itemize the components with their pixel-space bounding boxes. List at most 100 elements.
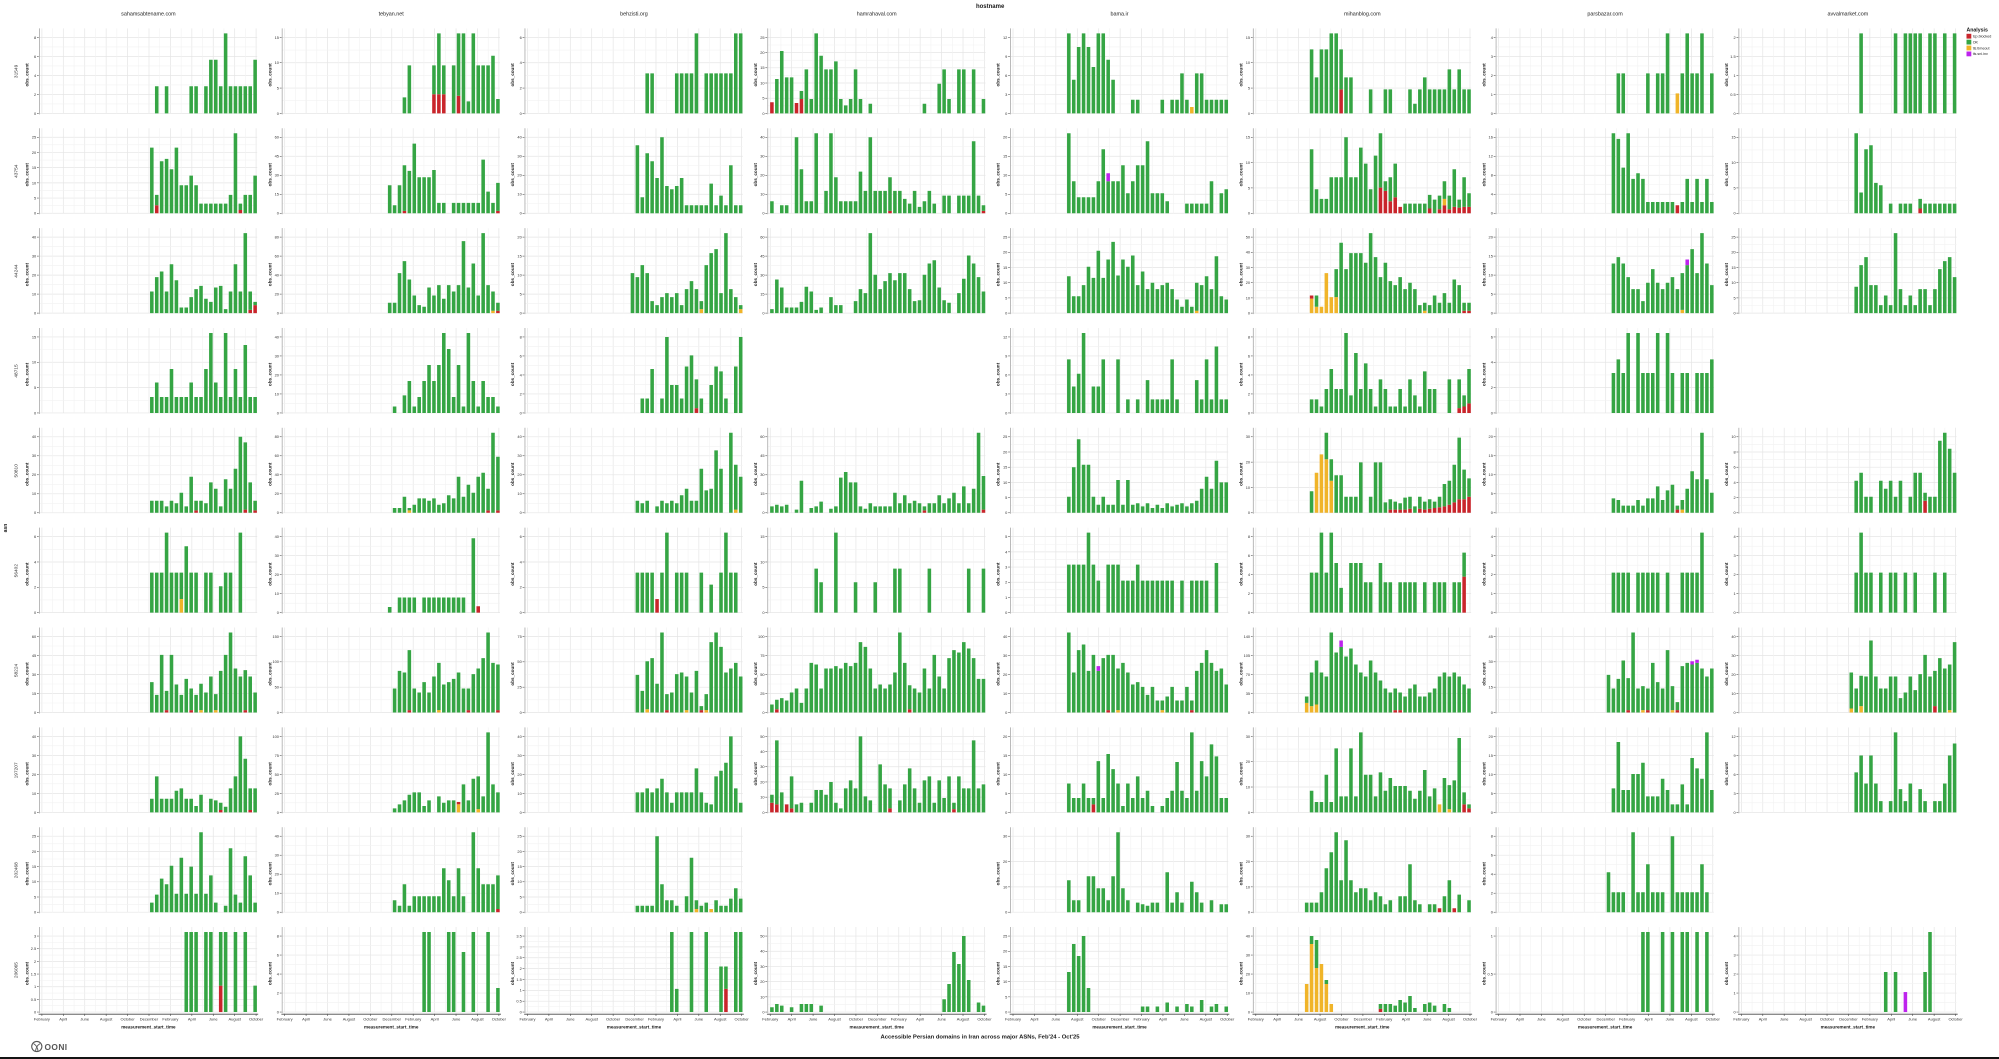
svg-text:20: 20 — [32, 150, 37, 155]
svg-text:20: 20 — [517, 849, 522, 854]
svg-text:1: 1 — [1733, 591, 1735, 596]
svg-text:June: June — [1294, 1016, 1303, 1021]
svg-text:0: 0 — [1248, 610, 1251, 615]
svg-text:0: 0 — [520, 610, 523, 615]
svg-text:6: 6 — [34, 534, 36, 539]
svg-text:October: October — [1820, 1016, 1835, 1021]
svg-text:June: June — [1908, 1016, 1917, 1021]
svg-text:obs_count: obs_count — [753, 263, 758, 287]
svg-text:10: 10 — [1003, 691, 1008, 696]
svg-text:obs_count: obs_count — [1481, 462, 1486, 486]
svg-text:5: 5 — [762, 96, 764, 101]
svg-text:2: 2 — [1491, 891, 1493, 896]
svg-text:15: 15 — [1489, 753, 1493, 758]
svg-text:202468: 202468 — [14, 862, 20, 878]
svg-text:hostname: hostname — [976, 4, 1005, 10]
svg-text:40: 40 — [517, 734, 522, 739]
svg-text:August: August — [1557, 1016, 1570, 1021]
svg-text:25: 25 — [1003, 434, 1007, 439]
svg-text:40: 40 — [1246, 250, 1251, 255]
svg-text:8: 8 — [1733, 449, 1735, 454]
svg-text:April: April — [1759, 1016, 1767, 1021]
svg-text:45: 45 — [275, 154, 279, 159]
svg-text:15: 15 — [1489, 453, 1493, 458]
svg-text:1: 1 — [1733, 73, 1735, 78]
svg-text:avvalmarket.com: avvalmarket.com — [1827, 12, 1868, 18]
svg-text:August: August — [1200, 1016, 1213, 1021]
svg-text:4: 4 — [520, 372, 523, 377]
svg-text:0: 0 — [520, 1009, 523, 1014]
svg-text:August: August — [228, 1016, 241, 1021]
svg-text:75: 75 — [517, 634, 521, 639]
svg-text:4: 4 — [1248, 372, 1251, 377]
svg-text:0: 0 — [1005, 910, 1008, 915]
svg-text:30: 30 — [760, 273, 765, 278]
svg-text:10: 10 — [1731, 280, 1736, 285]
svg-text:February: February — [1619, 1016, 1635, 1021]
svg-text:20: 20 — [1003, 135, 1008, 140]
svg-text:20: 20 — [1731, 672, 1736, 677]
svg-text:5: 5 — [520, 894, 522, 899]
svg-text:0: 0 — [1248, 910, 1251, 915]
svg-text:OK: OK — [1973, 40, 1979, 44]
svg-text:20: 20 — [517, 772, 522, 777]
svg-text:obs_count: obs_count — [267, 263, 272, 287]
svg-text:obs_count: obs_count — [1239, 263, 1244, 287]
svg-text:3: 3 — [1005, 564, 1007, 569]
svg-text:October: October — [1577, 1016, 1592, 1021]
svg-text:50: 50 — [275, 772, 280, 777]
svg-text:0: 0 — [1733, 311, 1736, 316]
svg-text:obs_count: obs_count — [510, 462, 515, 486]
svg-text:October: October — [492, 1016, 507, 1021]
svg-text:February: February — [1134, 1016, 1150, 1021]
svg-text:2: 2 — [277, 990, 279, 995]
svg-text:4: 4 — [1733, 534, 1736, 539]
svg-text:9: 9 — [1005, 353, 1007, 358]
svg-text:4: 4 — [1248, 572, 1251, 577]
svg-text:4: 4 — [34, 73, 37, 78]
svg-text:August: August — [1071, 1016, 1084, 1021]
svg-text:10: 10 — [1003, 979, 1008, 984]
svg-text:30: 30 — [275, 553, 280, 558]
svg-text:75: 75 — [760, 653, 764, 658]
svg-text:2: 2 — [1248, 391, 1250, 396]
svg-text:40: 40 — [517, 434, 522, 439]
svg-text:35: 35 — [1246, 691, 1250, 696]
svg-text:2: 2 — [1491, 572, 1493, 577]
svg-text:August: August — [585, 1016, 598, 1021]
svg-text:15: 15 — [1003, 964, 1007, 969]
svg-text:100: 100 — [272, 659, 279, 664]
svg-text:10: 10 — [517, 491, 522, 496]
svg-text:20: 20 — [1003, 859, 1008, 864]
svg-text:0.5: 0.5 — [1730, 92, 1735, 97]
svg-text:0: 0 — [762, 311, 765, 316]
svg-text:30: 30 — [1489, 659, 1494, 664]
svg-text:obs_count: obs_count — [1724, 562, 1729, 586]
svg-text:6: 6 — [1005, 73, 1007, 78]
svg-text:April: April — [1402, 1016, 1410, 1021]
svg-text:60: 60 — [275, 254, 280, 259]
svg-text:10: 10 — [1246, 784, 1251, 789]
svg-text:20: 20 — [1246, 280, 1251, 285]
svg-text:December: December — [1839, 1016, 1858, 1021]
svg-text:obs_count: obs_count — [267, 762, 272, 786]
svg-text:0: 0 — [1733, 211, 1736, 216]
svg-text:10: 10 — [1731, 434, 1736, 439]
svg-text:2: 2 — [520, 85, 522, 90]
svg-text:10: 10 — [517, 192, 522, 197]
svg-text:0: 0 — [762, 211, 765, 216]
svg-text:February: February — [405, 1016, 421, 1021]
svg-text:20: 20 — [517, 235, 522, 240]
svg-text:obs_count: obs_count — [267, 462, 272, 486]
svg-text:OONI: OONI — [45, 1042, 68, 1052]
svg-text:obs_count: obs_count — [753, 961, 758, 985]
svg-text:parsbazar.com: parsbazar.com — [1587, 12, 1623, 18]
svg-text:0: 0 — [277, 211, 280, 216]
svg-text:1: 1 — [34, 984, 36, 989]
svg-text:20: 20 — [760, 979, 765, 984]
svg-text:30: 30 — [32, 254, 37, 259]
svg-text:60: 60 — [760, 434, 765, 439]
svg-text:15: 15 — [1731, 265, 1735, 270]
svg-text:April: April — [1645, 1016, 1653, 1021]
svg-text:5: 5 — [1491, 491, 1493, 496]
